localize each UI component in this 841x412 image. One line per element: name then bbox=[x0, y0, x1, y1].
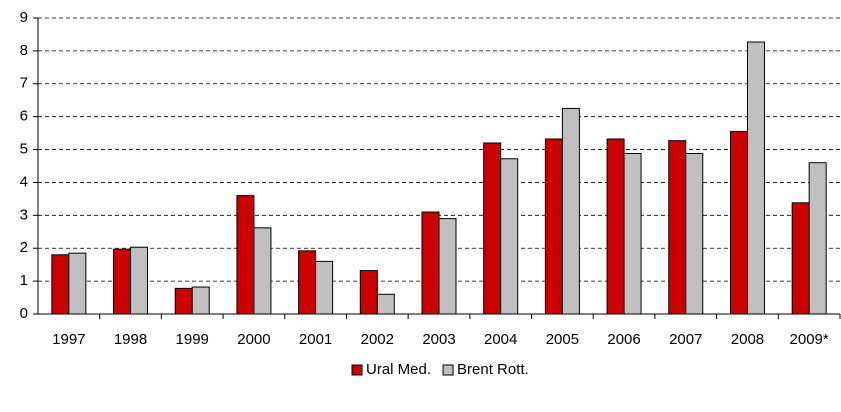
bar bbox=[668, 140, 687, 315]
x-tick-label: 2004 bbox=[484, 331, 517, 348]
x-tick-label: 2003 bbox=[422, 331, 455, 348]
bar bbox=[51, 254, 70, 315]
x-tick-label: 1998 bbox=[114, 331, 147, 348]
y-tick-label: 8 bbox=[20, 42, 28, 59]
legend-swatch bbox=[442, 364, 454, 376]
legend-swatch bbox=[351, 364, 363, 376]
bar bbox=[500, 158, 519, 315]
y-tick-label: 7 bbox=[20, 75, 28, 92]
y-tick-label: 9 bbox=[20, 9, 28, 26]
y-tick-label: 5 bbox=[20, 141, 28, 158]
legend-label: Ural Med. bbox=[366, 361, 431, 378]
bar bbox=[174, 287, 193, 315]
bar bbox=[359, 270, 378, 315]
bar bbox=[298, 250, 317, 315]
x-tick-label: 2002 bbox=[361, 331, 394, 348]
bar bbox=[421, 211, 440, 315]
bar bbox=[130, 246, 149, 315]
bar bbox=[253, 227, 272, 315]
x-tick-label: 2005 bbox=[546, 331, 579, 348]
x-tick-label: 2008 bbox=[731, 331, 764, 348]
y-tick-label: 4 bbox=[20, 173, 28, 190]
x-tick-label: 2007 bbox=[669, 331, 702, 348]
bar bbox=[544, 138, 563, 315]
bar bbox=[623, 153, 642, 315]
y-tick-label: 2 bbox=[20, 239, 28, 256]
x-tick-label: 2006 bbox=[607, 331, 640, 348]
bar bbox=[746, 41, 765, 315]
bar bbox=[236, 195, 255, 315]
bar bbox=[606, 138, 625, 315]
bar bbox=[315, 260, 334, 315]
x-tick-label: 2000 bbox=[237, 331, 270, 348]
bar bbox=[438, 218, 457, 315]
bar bbox=[483, 142, 502, 315]
bar bbox=[376, 293, 395, 315]
y-tick-label: 6 bbox=[20, 108, 28, 125]
y-tick-label: 1 bbox=[20, 272, 28, 289]
bar bbox=[68, 252, 87, 315]
bar bbox=[808, 162, 827, 315]
y-tick-label: 0 bbox=[20, 305, 28, 322]
x-tick-label: 1999 bbox=[176, 331, 209, 348]
bar bbox=[685, 153, 704, 315]
x-tick-label: 2001 bbox=[299, 331, 332, 348]
x-tick-label: 2009* bbox=[790, 331, 829, 348]
bar bbox=[729, 130, 748, 315]
bar bbox=[791, 202, 810, 315]
y-tick-label: 3 bbox=[20, 206, 28, 223]
legend-label: Brent Rott. bbox=[457, 361, 529, 378]
bar bbox=[191, 286, 210, 315]
bar bbox=[561, 107, 580, 315]
x-tick-label: 1997 bbox=[52, 331, 85, 348]
bar bbox=[113, 248, 132, 315]
